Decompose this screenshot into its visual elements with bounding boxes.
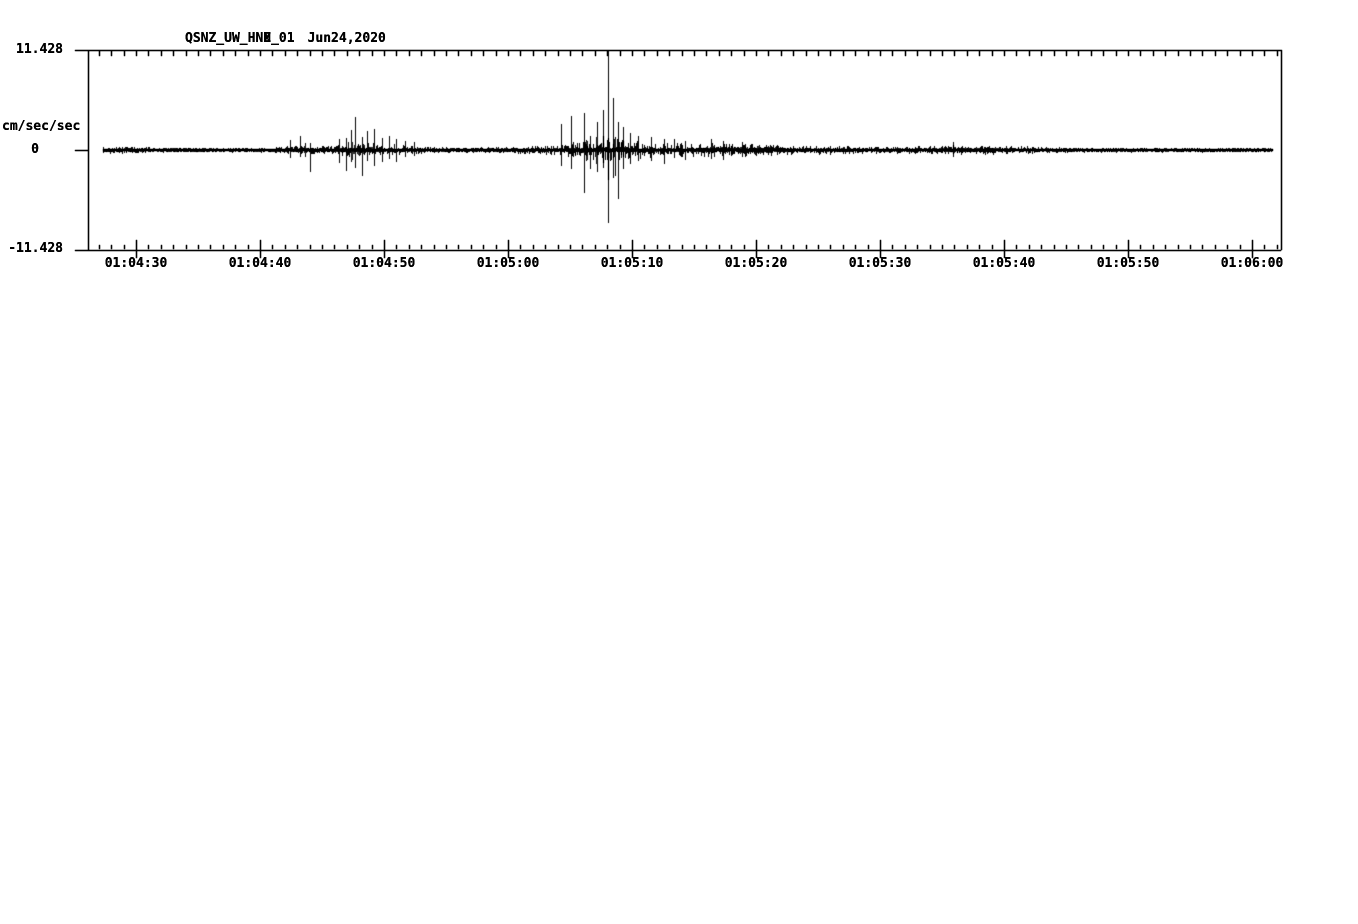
x-tick-label: 01:04:30 [104, 256, 168, 271]
x-tick-label: 01:05:50 [1096, 256, 1160, 271]
y-units-label: cm/sec/sec [2, 119, 81, 134]
seismogram-panel-hnz: QSNZ_UW_HNZ_01 Jun24,2020 11.428 cm/sec/s… [0, 0, 1358, 307]
x-tick-label: 01:05:40 [972, 256, 1036, 271]
x-tick-label: 01:05:00 [476, 256, 540, 271]
x-tick-label: 01:04:50 [352, 256, 416, 271]
waveform-canvas-hnz [0, 0, 1358, 300]
date-label: Jun24,2020 [307, 31, 386, 46]
x-tick-label: 01:06:00 [1220, 256, 1284, 271]
x-tick-label: 01:05:10 [600, 256, 664, 271]
x-tick-label: 01:04:40 [228, 256, 292, 271]
x-tick-label: 01:05:20 [724, 256, 788, 271]
x-tick-label: 01:05:30 [848, 256, 912, 271]
panel-title: QSNZ_UW_HNZ_01 Jun24,2020 [185, 32, 386, 45]
y-min-label: -11.428 [8, 241, 63, 256]
y-max-label: 11.428 [16, 42, 63, 57]
y-zero-label: 0 [31, 142, 39, 157]
station-label: QSNZ_UW_HNZ_01 [185, 31, 295, 46]
